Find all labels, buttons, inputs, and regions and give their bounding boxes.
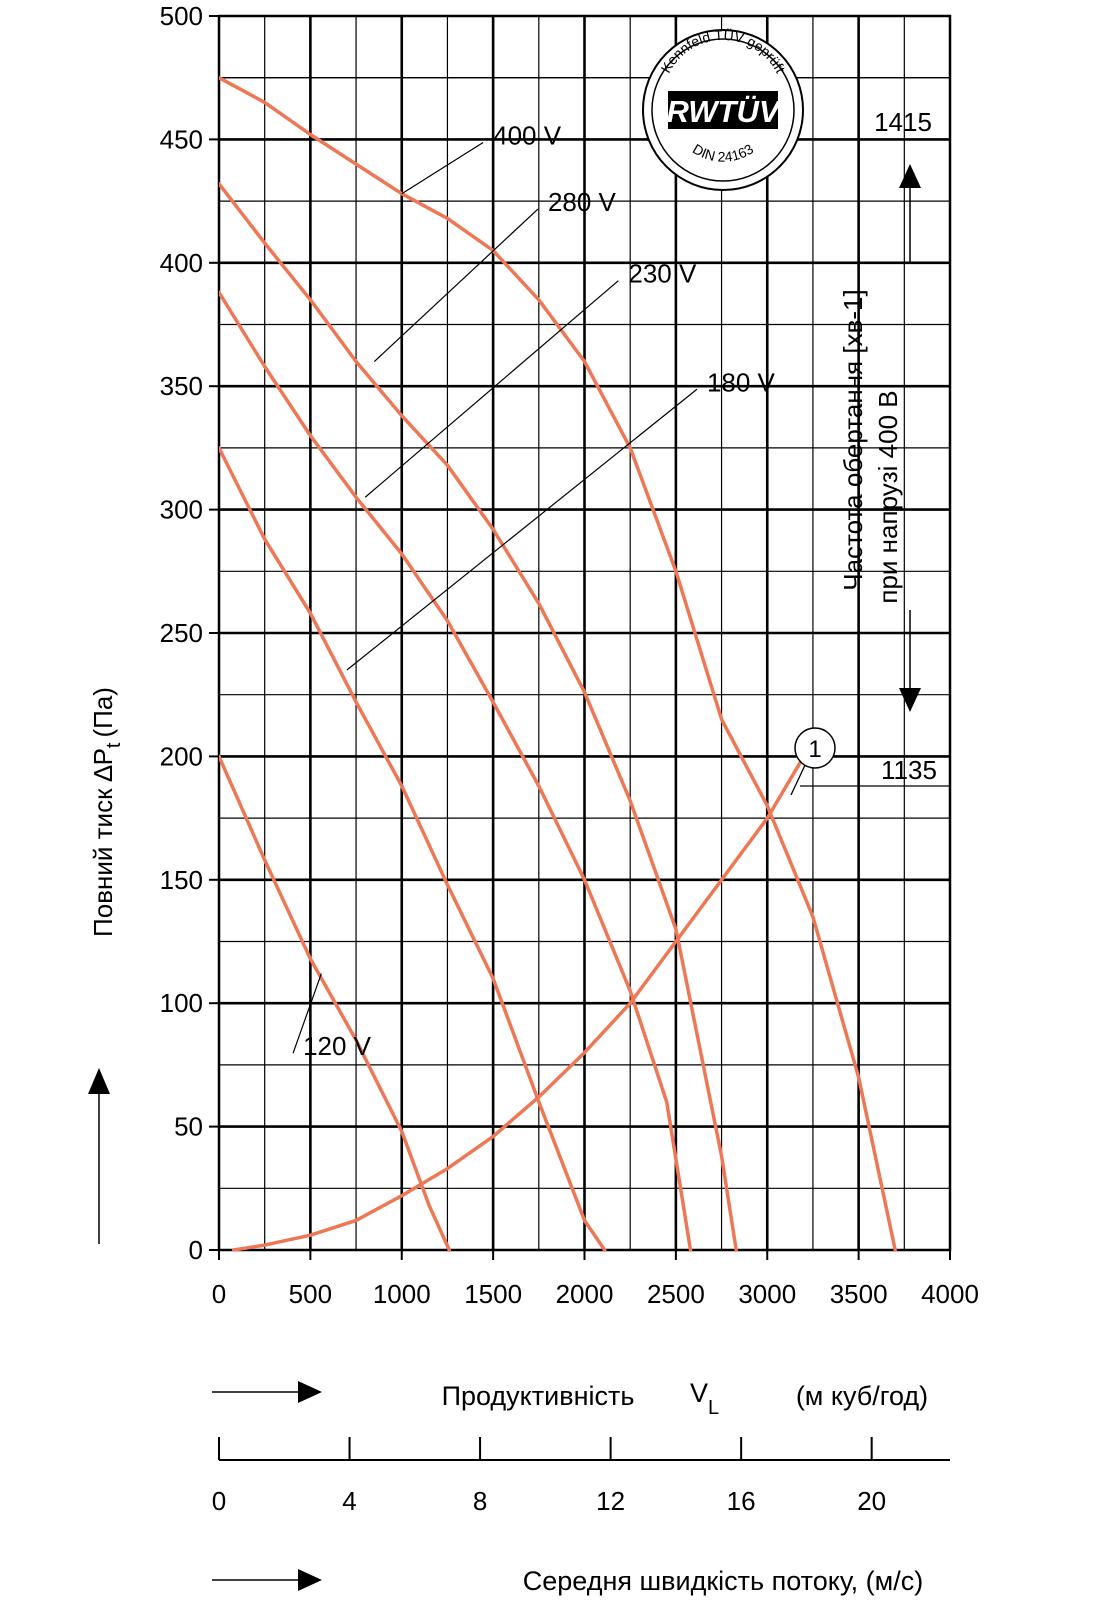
y-tick-label: 450 — [160, 124, 203, 154]
x-axis-arrow-icon — [298, 1381, 322, 1403]
curve-label-leader — [346, 388, 698, 671]
curve-label-leader — [364, 280, 619, 498]
y-axis-ticks: 0 50 100 150 200 250 300 350 400 450 500 — [160, 1, 219, 1265]
y-axis-label-unit: (Па) — [88, 687, 118, 737]
x-tick-label: 2500 — [647, 1279, 705, 1309]
x-tick-label: 1500 — [464, 1279, 522, 1309]
x-tick-label: 3500 — [830, 1279, 888, 1309]
x-tick-label: 0 — [212, 1279, 226, 1309]
badge-brand-text: RWTÜV — [666, 94, 781, 129]
y-tick-label: 200 — [160, 741, 203, 771]
point-marker-label: 1 — [808, 736, 821, 763]
y-axis-label-subscript: t — [103, 742, 125, 748]
tuv-certification-badge: Kennfeld TÜV geprüft DIN 24163 RWTÜV — [642, 26, 804, 191]
curve-label-leader — [292, 973, 322, 1054]
x-tick-label: 4000 — [921, 1279, 979, 1309]
x-tick-label: 2000 — [556, 1279, 614, 1309]
curve-label-leaders — [292, 141, 698, 1054]
y-tick-label: 500 — [160, 1, 203, 31]
x-tick-label: 1000 — [373, 1279, 431, 1309]
curve-label: 280 V — [548, 187, 617, 217]
y-axis-arrow-icon — [88, 1068, 110, 1094]
y-tick-label: 100 — [160, 988, 203, 1018]
velocity-tick-label: 8 — [473, 1486, 487, 1516]
curve-label: 180 V — [707, 367, 776, 397]
x-axis-label-unit: (м куб/год) — [796, 1381, 928, 1411]
system-resistance-curve — [231, 754, 806, 1252]
x-axis-symbol-subscript: L — [708, 1397, 719, 1419]
rpm-up-arrow-icon — [899, 164, 921, 188]
point-marker-leader — [790, 762, 807, 796]
rpm-bottom-value: 1135 — [881, 755, 937, 785]
velocity-tick-label: 20 — [857, 1486, 886, 1516]
fan-curve-230v — [219, 290, 693, 1252]
right-axis-label-line1: Частота обертання [хв-1] — [838, 289, 868, 590]
curve-label: 400 V — [493, 120, 562, 150]
x-axis-label-symbol: VL — [690, 1378, 719, 1419]
fan-curve-280v — [219, 182, 738, 1252]
rpm-down-arrow-icon — [899, 688, 921, 712]
velocity-tick-label: 12 — [596, 1486, 625, 1516]
fan-curve-400v — [219, 75, 897, 1252]
y-tick-label: 50 — [174, 1112, 203, 1142]
y-axis-label-main: Повний тиск ∆P — [88, 748, 118, 937]
velocity-tick-label: 0 — [212, 1486, 226, 1516]
velocity-tick-label: 4 — [342, 1486, 356, 1516]
curve-labels: 400 V 280 V 230 V 180 V 120 V — [303, 120, 775, 1061]
curve-label: 120 V — [303, 1031, 372, 1061]
fan-curve-120v — [219, 754, 452, 1252]
y-tick-label: 300 — [160, 495, 203, 525]
x-tick-label: 500 — [289, 1279, 332, 1309]
right-axis-label-line2: при напрузі 400 В — [873, 390, 903, 603]
velocity-tick-label: 16 — [727, 1486, 756, 1516]
curve-label-leader — [401, 141, 484, 195]
x-axis-ticks: 0 500 1000 1500 2000 2500 3000 3500 4000 — [212, 1250, 979, 1309]
y-tick-label: 400 — [160, 248, 203, 278]
velocity-axis-ticks: 0 4 8 12 16 20 — [212, 1437, 886, 1516]
y-tick-label: 0 — [189, 1235, 203, 1265]
badge-inner-ring — [651, 38, 795, 182]
x-tick-label: 3000 — [738, 1279, 796, 1309]
badge-brand-box — [668, 91, 778, 129]
velocity-axis-label: Середня швидкість потоку, (м/с) — [523, 1566, 923, 1596]
x-axis-label-prefix: Продуктивність — [442, 1381, 635, 1411]
y-tick-label: 350 — [160, 371, 203, 401]
x-axis-symbol-main: V — [690, 1378, 708, 1408]
rpm-top-value: 1415 — [874, 107, 932, 137]
velocity-arrow-icon — [298, 1569, 322, 1591]
y-tick-label: 250 — [160, 618, 203, 648]
point-marker-circle — [794, 727, 836, 769]
fan-curves — [219, 75, 897, 1252]
curve-label-leader — [373, 208, 539, 362]
y-axis-label: Повний тиск ∆Pt (Па) — [88, 687, 125, 937]
fan-curve-180v — [219, 446, 607, 1252]
curve-label: 230 V — [628, 259, 697, 289]
y-tick-label: 150 — [160, 865, 203, 895]
